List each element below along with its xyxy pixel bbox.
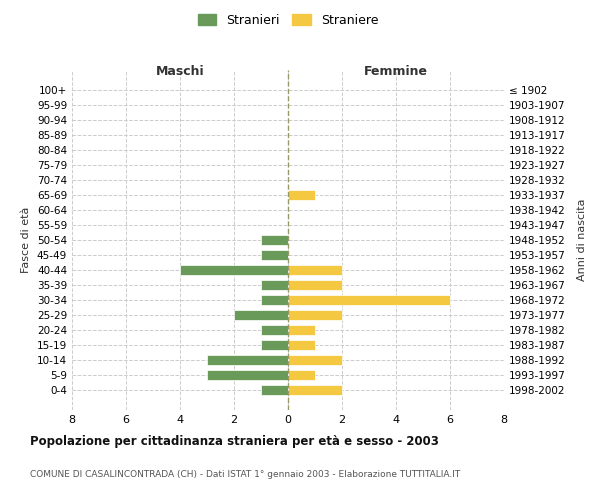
- Bar: [288, 310, 342, 320]
- Bar: [288, 295, 450, 304]
- Bar: [180, 265, 288, 275]
- Bar: [261, 235, 288, 245]
- Bar: [207, 355, 288, 364]
- Bar: [288, 325, 315, 334]
- Legend: Stranieri, Straniere: Stranieri, Straniere: [193, 8, 383, 32]
- Bar: [288, 385, 342, 394]
- Bar: [261, 295, 288, 304]
- Y-axis label: Anni di nascita: Anni di nascita: [577, 198, 587, 281]
- Bar: [261, 280, 288, 290]
- Text: Popolazione per cittadinanza straniera per età e sesso - 2003: Popolazione per cittadinanza straniera p…: [30, 435, 439, 448]
- Bar: [207, 370, 288, 380]
- Text: Femmine: Femmine: [364, 66, 428, 78]
- Bar: [288, 370, 315, 380]
- Bar: [234, 310, 288, 320]
- Bar: [288, 355, 342, 364]
- Bar: [288, 280, 342, 290]
- Bar: [261, 340, 288, 349]
- Bar: [288, 340, 315, 349]
- Bar: [261, 385, 288, 394]
- Text: COMUNE DI CASALINCONTRADA (CH) - Dati ISTAT 1° gennaio 2003 - Elaborazione TUTTI: COMUNE DI CASALINCONTRADA (CH) - Dati IS…: [30, 470, 460, 479]
- Bar: [261, 250, 288, 260]
- Y-axis label: Fasce di età: Fasce di età: [22, 207, 31, 273]
- Bar: [261, 325, 288, 334]
- Text: Maschi: Maschi: [155, 66, 205, 78]
- Bar: [288, 265, 342, 275]
- Bar: [288, 190, 315, 200]
